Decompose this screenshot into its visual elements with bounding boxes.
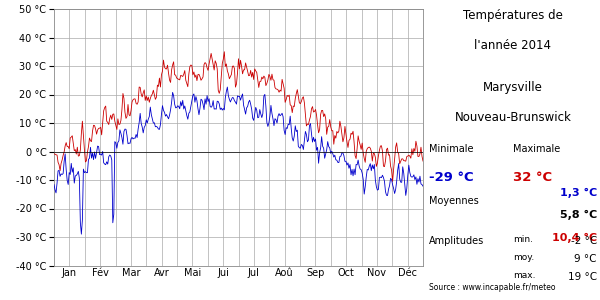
Text: max.: max.	[513, 272, 536, 280]
Text: min.: min.	[513, 236, 533, 244]
Text: 19 °C: 19 °C	[568, 272, 597, 281]
Text: Minimale: Minimale	[429, 144, 473, 154]
Text: 32 °C: 32 °C	[513, 171, 552, 184]
Text: Source : www.incapable.fr/meteo: Source : www.incapable.fr/meteo	[429, 284, 556, 292]
Text: Maximale: Maximale	[513, 144, 560, 154]
Text: Moyennes: Moyennes	[429, 196, 479, 206]
Text: Températures de: Températures de	[463, 9, 563, 22]
Text: 9 °C: 9 °C	[575, 254, 597, 263]
Text: Nouveau-Brunswick: Nouveau-Brunswick	[455, 111, 571, 124]
Text: 5,8 °C: 5,8 °C	[560, 210, 597, 220]
Text: 10,4 °C: 10,4 °C	[552, 232, 597, 243]
Text: Marysville: Marysville	[483, 81, 543, 94]
Text: 1,3 °C: 1,3 °C	[560, 188, 597, 198]
Text: -2 °C: -2 °C	[571, 236, 597, 245]
Text: l'année 2014: l'année 2014	[475, 39, 551, 52]
Text: moy.: moy.	[513, 254, 534, 262]
Text: -29 °C: -29 °C	[429, 171, 473, 184]
Text: Amplitudes: Amplitudes	[429, 236, 484, 245]
